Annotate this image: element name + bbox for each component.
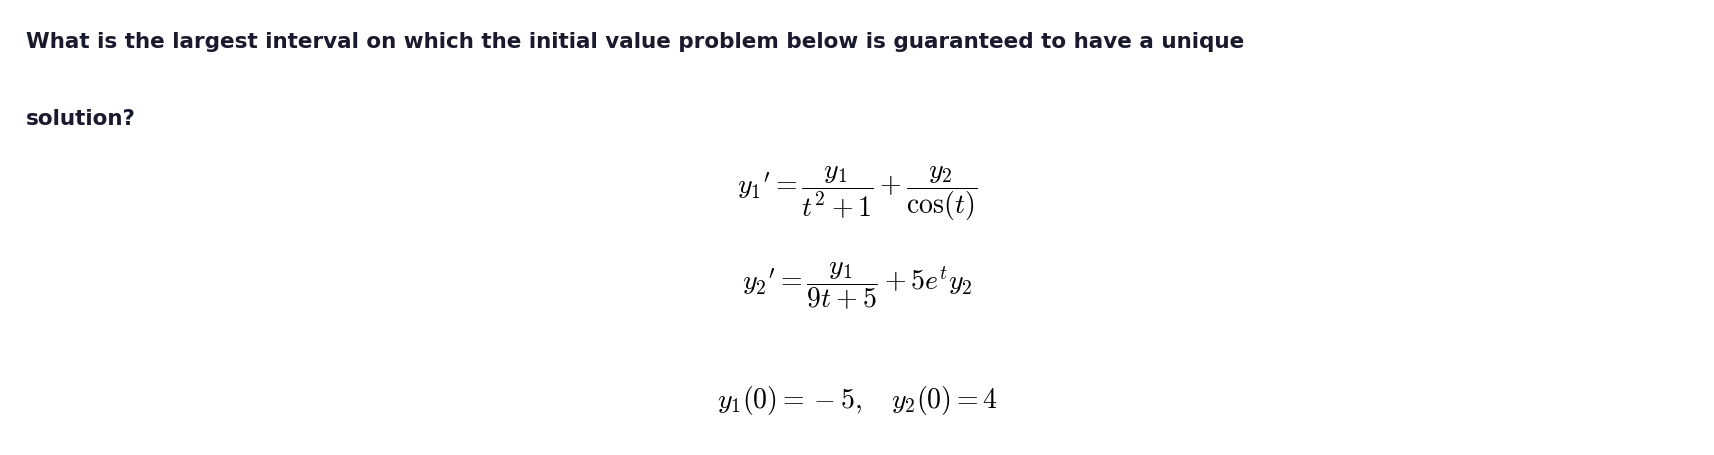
Text: $y_1{}' = \dfrac{y_1}{t^2+1} + \dfrac{y_2}{\cos(t)}$: $y_1{}' = \dfrac{y_1}{t^2+1} + \dfrac{y_… bbox=[737, 164, 977, 222]
Text: $y_1(0) = -5, \quad y_2(0) = 4$: $y_1(0) = -5, \quad y_2(0) = 4$ bbox=[716, 384, 998, 417]
Text: What is the largest interval on which the initial value problem below is guarant: What is the largest interval on which th… bbox=[26, 32, 1243, 52]
Text: $y_2{}' = \dfrac{y_1}{9t+5} + 5e^t y_2$: $y_2{}' = \dfrac{y_1}{9t+5} + 5e^t y_2$ bbox=[742, 261, 972, 313]
Text: solution?: solution? bbox=[26, 109, 135, 129]
